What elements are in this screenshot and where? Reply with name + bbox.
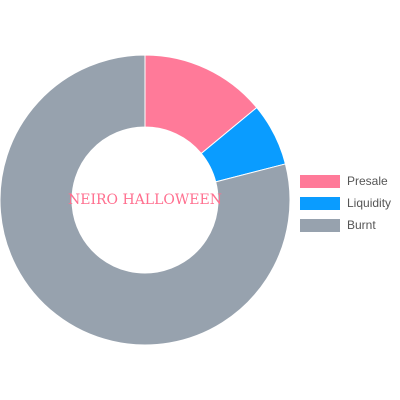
legend-swatch-liquidity xyxy=(300,196,340,210)
donut-slice-burnt[interactable] xyxy=(0,54,291,346)
legend-item-presale[interactable]: Presale xyxy=(300,170,391,192)
legend-label-burnt: Burnt xyxy=(347,218,376,232)
legend-item-liquidity[interactable]: Liquidity xyxy=(300,192,391,214)
donut-slices xyxy=(0,54,291,346)
legend-swatch-presale xyxy=(300,174,340,188)
legend-label-liquidity: Liquidity xyxy=(347,196,392,210)
legend-label-presale: Presale xyxy=(347,174,388,188)
chart-center-label: NEIRO HALLOWEEN xyxy=(68,192,222,208)
legend-swatch-burnt xyxy=(300,218,340,232)
legend-item-burnt[interactable]: Burnt xyxy=(300,214,391,236)
chart-legend: Presale Liquidity Burnt xyxy=(300,170,391,236)
